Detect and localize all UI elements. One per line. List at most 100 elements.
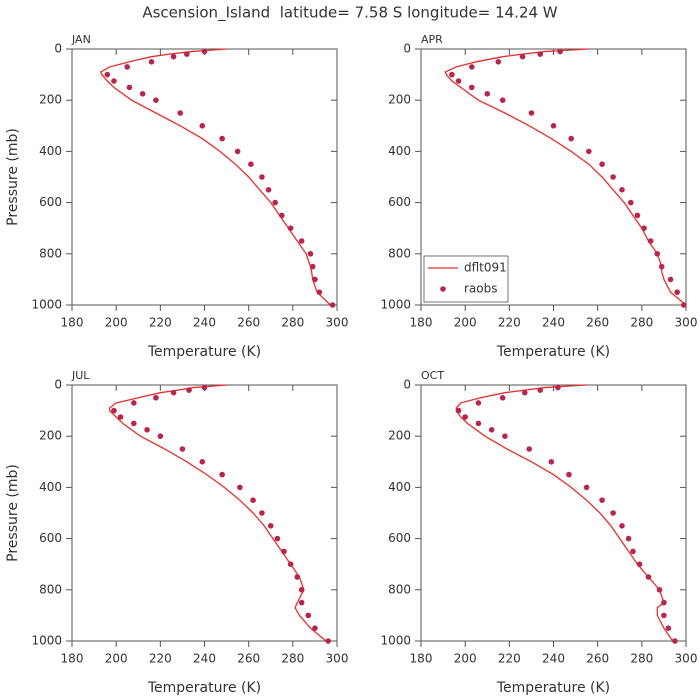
obs-point xyxy=(312,625,318,631)
obs-point xyxy=(267,523,274,529)
obs-point xyxy=(680,302,687,308)
obs-point xyxy=(117,414,124,420)
x-tick-label: 260 xyxy=(586,316,609,330)
x-tick-label: 240 xyxy=(193,652,216,666)
y-tick-label: 0 xyxy=(403,378,411,392)
x-tick-label: 280 xyxy=(630,316,653,330)
plot-frame xyxy=(71,48,338,306)
y-tick-label: 1000 xyxy=(380,298,411,312)
x-tick-label: 180 xyxy=(61,316,84,330)
obs-point xyxy=(144,427,150,433)
x-tick-label: 300 xyxy=(675,652,698,666)
x-tick-label: 300 xyxy=(326,652,349,666)
x-tick-label: 260 xyxy=(237,316,260,330)
obs-point xyxy=(557,48,563,55)
x-tick-label: 240 xyxy=(193,316,216,330)
obs-point xyxy=(298,587,305,593)
x-tick-label: 280 xyxy=(281,316,304,330)
x-tick-label: 300 xyxy=(675,316,698,330)
obs-point xyxy=(111,407,117,414)
obs-point xyxy=(259,174,265,180)
y-tick-label: 0 xyxy=(54,42,62,56)
y-tick-label: 800 xyxy=(39,582,62,596)
obs-point xyxy=(499,395,506,401)
profile-line xyxy=(444,48,687,306)
x-tick-label: 220 xyxy=(498,652,521,666)
obs-point xyxy=(537,387,544,393)
obs-point xyxy=(528,110,535,116)
y-tick-label: 800 xyxy=(388,246,411,260)
obs-point xyxy=(634,212,641,219)
obs-point xyxy=(674,289,680,296)
obs-point xyxy=(153,395,159,401)
obs-point xyxy=(219,135,225,142)
obs-point xyxy=(157,433,164,440)
profile-line xyxy=(108,384,327,642)
x-tick-label: 280 xyxy=(630,652,653,666)
y-tick-label: 400 xyxy=(39,480,62,494)
panel-label: OCT xyxy=(421,369,444,382)
obs-point xyxy=(630,548,636,555)
obs-point xyxy=(468,64,475,70)
x-tick-label: 260 xyxy=(586,652,609,666)
x-tick-label: 200 xyxy=(454,316,477,330)
obs-point xyxy=(307,251,314,257)
y-tick-label: 200 xyxy=(388,93,411,107)
obs-point xyxy=(177,110,184,116)
obs-point xyxy=(201,48,208,55)
obs-point xyxy=(298,238,305,244)
obs-point xyxy=(312,276,318,283)
y-tick-label: 800 xyxy=(388,582,411,596)
obs-point xyxy=(475,400,482,406)
obs-point xyxy=(131,420,137,427)
x-tick-label: 200 xyxy=(105,652,128,666)
obs-point xyxy=(199,459,206,465)
y-tick-label: 1000 xyxy=(31,634,62,648)
x-tick-label: 280 xyxy=(281,652,304,666)
panel: APR 180 200 220 240 260 280 300 0 200 400 600 800 100… xyxy=(380,33,697,360)
obs-point xyxy=(586,148,592,155)
x-tick-label: 220 xyxy=(498,316,521,330)
obs-point xyxy=(521,389,528,396)
obs-point xyxy=(179,446,186,452)
obs-point xyxy=(468,84,475,91)
obs-point xyxy=(234,148,241,155)
obs-point xyxy=(274,535,281,542)
obs-point xyxy=(259,510,265,516)
x-tick-label: 180 xyxy=(61,652,84,666)
obs-point xyxy=(148,59,155,65)
panel-label: JUL xyxy=(71,369,90,382)
obs-point xyxy=(272,199,278,206)
y-tick-label: 800 xyxy=(39,246,62,260)
obs-point xyxy=(537,51,544,57)
obs-point xyxy=(309,263,316,270)
y-tick-label: 1000 xyxy=(380,634,411,648)
profile-line xyxy=(455,384,674,642)
obs-point xyxy=(656,587,663,593)
obs-point xyxy=(131,400,137,406)
y-tick-label: 400 xyxy=(388,480,411,494)
obs-point xyxy=(502,433,508,440)
y-tick-label: 200 xyxy=(388,429,411,443)
obs-point xyxy=(237,484,243,491)
x-tick-label: 240 xyxy=(542,316,565,330)
obs-point xyxy=(645,574,652,580)
obs-point xyxy=(184,51,190,57)
obs-point xyxy=(111,78,117,84)
panel-label: JAN xyxy=(71,33,91,46)
obs-point xyxy=(455,78,462,84)
panel-label: APR xyxy=(421,33,443,46)
obs-point xyxy=(495,59,502,65)
y-tick-label: 400 xyxy=(39,144,62,158)
y-tick-label: 200 xyxy=(39,429,62,443)
y-tick-label: 200 xyxy=(39,93,62,107)
obs-point xyxy=(126,84,133,91)
obs-point xyxy=(526,446,533,452)
obs-point xyxy=(298,599,305,606)
x-axis-label: Temperature (K) xyxy=(496,680,610,696)
obs-point xyxy=(672,638,678,644)
y-tick-label: 600 xyxy=(39,531,62,545)
obs-point xyxy=(599,161,605,167)
obs-point xyxy=(248,161,254,167)
obs-point xyxy=(219,471,225,478)
